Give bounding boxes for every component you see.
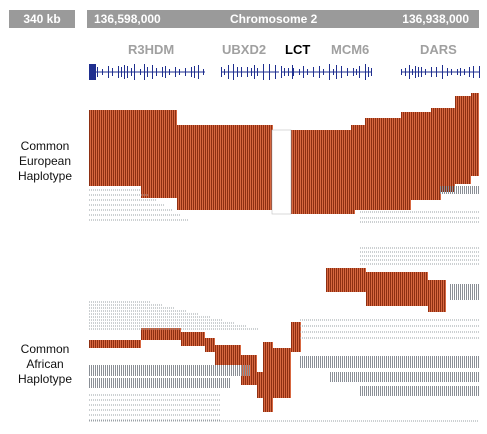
african-haplotype-label: Common African Haplotype xyxy=(17,342,73,386)
gene-label-mcm6: MCM6 xyxy=(331,42,370,57)
gene-label-dars: DARS xyxy=(420,42,457,57)
african-shared-block-upper xyxy=(326,268,446,312)
european-shared-block-right xyxy=(291,93,479,214)
gene-label-lct: LCT xyxy=(285,42,311,57)
african-other-haplotype-4 xyxy=(89,365,250,376)
gene-track xyxy=(89,64,480,80)
gene-label-ubxd2: UBXD2 xyxy=(222,42,267,57)
gene-exon-block xyxy=(89,64,96,80)
gene-model xyxy=(293,64,372,80)
gene-label-r3hdm: R3HDM xyxy=(128,42,175,57)
coordinate-bar: 136,598,000 Chromosome 2 136,938,000 xyxy=(87,10,479,28)
coord-end: 136,938,000 xyxy=(402,12,469,26)
chromosome-label: Chromosome 2 xyxy=(230,12,318,26)
african-other-haplotype-2 xyxy=(330,372,479,382)
african-other-haplotype-3 xyxy=(360,386,479,396)
european-shared-block-left xyxy=(89,110,273,210)
gene-model xyxy=(401,65,480,79)
gene-model xyxy=(281,65,293,79)
scale-label: 340 kb xyxy=(9,10,75,28)
african-other-haplotype-5 xyxy=(89,378,230,388)
african-other-haplotype-6 xyxy=(450,284,479,300)
coord-start: 136,598,000 xyxy=(94,12,161,26)
gene-model xyxy=(221,64,279,80)
african-other-haplotype-1 xyxy=(300,356,479,368)
european-haplotype-label: Common European Haplotype xyxy=(17,139,73,183)
lct-gap xyxy=(271,129,292,215)
european-other-haplotype xyxy=(440,186,479,194)
